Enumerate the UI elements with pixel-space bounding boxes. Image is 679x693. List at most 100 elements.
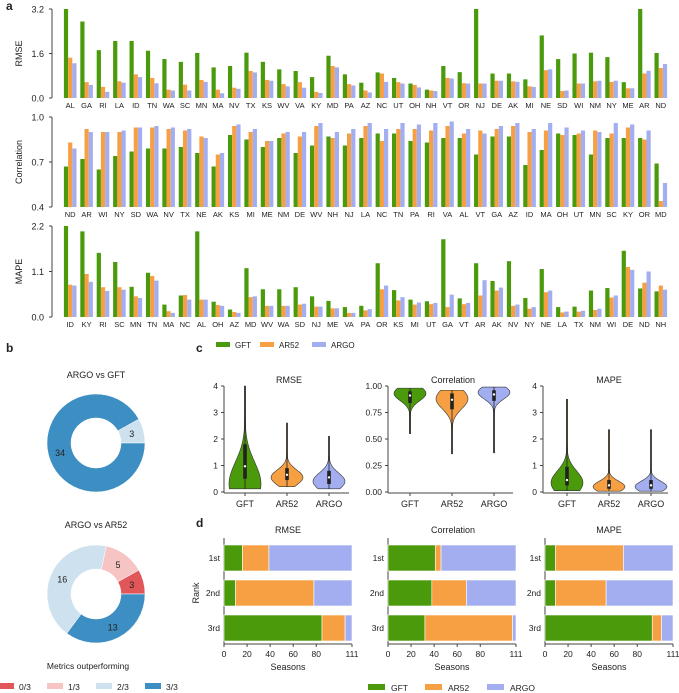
x-tick-label: ID: [132, 101, 140, 110]
stack-bar-ar52-3rd: [424, 614, 513, 642]
bar-gft-mn: [129, 286, 134, 317]
bar-ar52-wv: [264, 305, 270, 317]
bar-argo-ar: [482, 280, 487, 317]
bar-ar52-tx: [248, 71, 253, 98]
bar-argo-wi: [105, 132, 110, 207]
x-tick-label: NH: [327, 210, 338, 219]
x-tick-label: ARGO: [638, 499, 665, 509]
bar-argo-al: [466, 129, 471, 207]
x-tick-label: NH: [426, 101, 437, 110]
legend-swatch-ar52: [260, 342, 274, 347]
y-tick-label: 0.75: [365, 408, 382, 418]
x-tick-label: DE: [295, 210, 305, 219]
bar-ar52-oh: [560, 135, 565, 207]
bar-gft-sc: [178, 61, 183, 98]
x-tick-label: NM: [589, 101, 601, 110]
x-tick-label: LA: [558, 320, 567, 329]
bar-gft-or: [638, 138, 643, 207]
bar-gft-nc: [178, 295, 183, 317]
bar-ar52-pa: [346, 84, 352, 98]
bar-argo-ma: [219, 93, 225, 98]
violin-median: [649, 484, 653, 487]
x-tick-label: DE: [623, 320, 633, 329]
bar-gft-nv: [162, 148, 167, 207]
stack-bar-ar52-1st: [555, 544, 624, 572]
bar-ar52-ak: [511, 81, 516, 98]
x-tick-label: AZ: [508, 210, 518, 219]
y-axis-label: Correlation: [14, 140, 24, 184]
bar-gft-tn: [392, 133, 397, 207]
x-tick-label: VA: [344, 320, 353, 329]
bar-gft-ak: [211, 166, 216, 207]
bar-gft-pa: [342, 74, 347, 98]
y-tick-label: 0: [213, 487, 218, 497]
bar-gft-ny: [605, 57, 610, 98]
x-tick-label: RI: [427, 210, 435, 219]
bar-argo-wi: [613, 295, 618, 317]
x-tick-label: 80: [312, 649, 322, 659]
bar-ar52-wi: [100, 132, 106, 207]
bar-gft-ny: [113, 156, 118, 207]
bar-ar52-mn: [133, 296, 138, 317]
x-tick-label: 20: [242, 649, 252, 659]
bar-ar52-oh: [412, 84, 417, 98]
bar-gft-ga: [441, 239, 446, 317]
bar-gft-la: [556, 307, 561, 317]
bar-argo-id: [137, 77, 143, 98]
bar-gft-nm: [277, 138, 282, 207]
bar-gft-tx: [244, 52, 249, 98]
bar-ar52-me: [625, 88, 631, 98]
bar-ar52-ak: [215, 154, 220, 207]
bar-gft-la: [113, 40, 118, 98]
bar-gft-me: [260, 147, 265, 207]
bar-ar52-az: [363, 90, 368, 98]
y-tick-label: 3: [213, 408, 218, 418]
bar-ar52-nd: [642, 282, 647, 317]
bar-argo-nj: [482, 83, 487, 98]
x-tick-label: MD: [655, 210, 667, 219]
bar-gft-ky: [80, 231, 85, 317]
bar-ar52-or: [642, 139, 647, 207]
stack-bar-gft-3rd: [544, 614, 653, 642]
bar-ar52-ne: [543, 70, 549, 98]
rank-label: 1st: [209, 553, 221, 563]
bar-argo-wv: [269, 305, 274, 317]
bar-gft-or: [457, 72, 462, 98]
x-tick-label: 60: [452, 649, 462, 659]
bar-gft-ks: [227, 135, 233, 207]
bar-ar52-ky: [625, 127, 631, 207]
bar-ar52-al: [68, 57, 73, 98]
x-tick-label: ND: [655, 101, 666, 110]
x-tick-label: PA: [344, 101, 353, 110]
x-tick-label: NE: [196, 210, 206, 219]
y-tick-label: 2: [213, 434, 218, 444]
x-tick-label: WI: [607, 320, 616, 329]
x-tick-label: NY: [606, 101, 616, 110]
x-tick-label: MA: [163, 320, 174, 329]
legend-swatch-ar52: [425, 684, 442, 690]
bar-gft-ar: [80, 159, 85, 207]
y-axis-label: Rank: [191, 582, 201, 604]
bar-argo-tn: [154, 83, 159, 98]
bar-ar52-ga: [445, 307, 450, 317]
x-tick-label: ID: [66, 320, 74, 329]
bar-gft-nh: [654, 291, 659, 317]
bar-ar52-ri: [429, 130, 434, 207]
x-tick-label: MN: [589, 210, 601, 219]
chart-b-argo-vs-gft: ARGO vs GFT 3 34: [46, 370, 146, 493]
bar-gft-va: [342, 307, 347, 317]
y-tick-label: 4: [532, 381, 537, 391]
bar-ar52-al: [461, 133, 467, 207]
bar-argo-ma: [170, 312, 175, 317]
x-tick-label: AZ: [361, 101, 371, 110]
bar-gft-ga: [490, 136, 495, 207]
bar-ar52-me: [264, 141, 270, 207]
bar-gft-nc: [375, 72, 380, 98]
violin-median: [327, 476, 331, 479]
bar-argo-wa: [170, 90, 175, 98]
x-tick-label: MA: [212, 101, 223, 110]
bar-gft-ak: [506, 73, 512, 98]
bar-gft-sd: [556, 59, 561, 98]
x-tick-label: RI: [99, 101, 107, 110]
